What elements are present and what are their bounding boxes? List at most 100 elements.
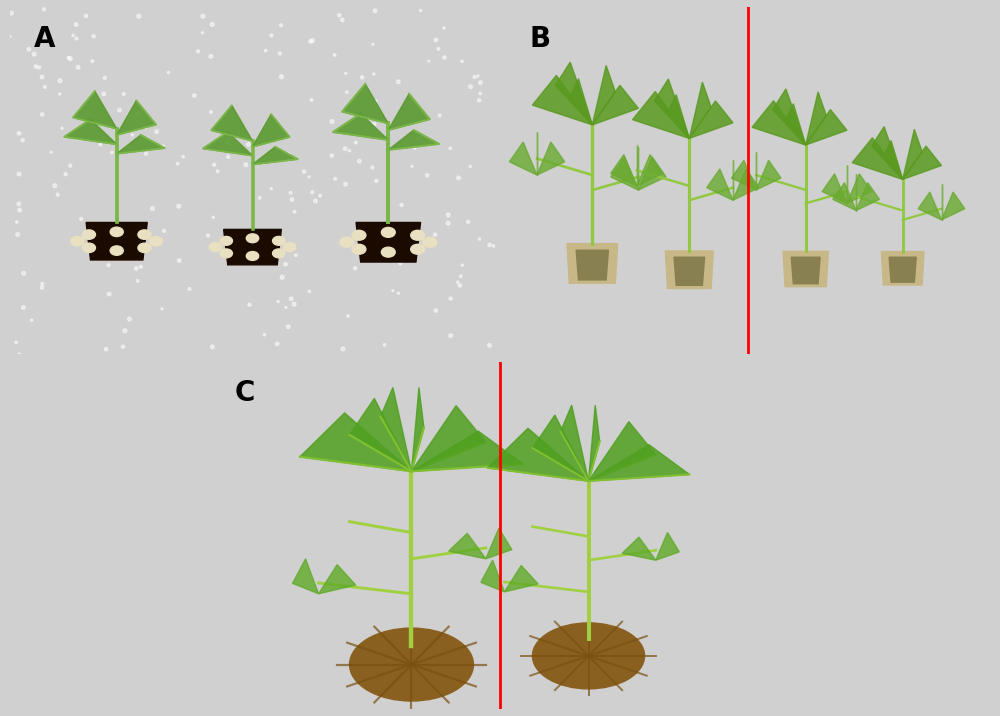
Point xyxy=(160,67,176,78)
Point xyxy=(116,88,132,100)
Point xyxy=(443,293,459,304)
Point xyxy=(470,70,486,82)
Polygon shape xyxy=(388,130,439,150)
Polygon shape xyxy=(412,406,486,471)
Point xyxy=(432,110,448,121)
Point xyxy=(385,285,401,296)
Point xyxy=(96,88,112,100)
Point xyxy=(283,293,299,304)
Point xyxy=(363,221,379,233)
Polygon shape xyxy=(350,398,412,471)
Point xyxy=(69,33,85,44)
Point xyxy=(26,49,42,60)
Point xyxy=(263,183,279,195)
Point xyxy=(286,299,302,310)
Polygon shape xyxy=(576,251,608,280)
Point xyxy=(453,271,469,282)
Point xyxy=(304,187,320,198)
Point xyxy=(34,281,50,293)
Point xyxy=(86,31,102,42)
Point xyxy=(421,55,437,67)
Point xyxy=(334,14,350,26)
Point xyxy=(452,280,468,291)
Circle shape xyxy=(273,249,285,258)
Circle shape xyxy=(283,243,296,251)
Point xyxy=(394,199,410,211)
Polygon shape xyxy=(588,405,600,481)
Point xyxy=(186,90,202,101)
Circle shape xyxy=(138,243,151,253)
Point xyxy=(2,31,18,42)
Point xyxy=(280,149,296,160)
Point xyxy=(28,61,44,72)
Polygon shape xyxy=(852,137,903,180)
Point xyxy=(154,303,170,314)
Polygon shape xyxy=(211,105,252,141)
Point xyxy=(65,29,81,41)
Point xyxy=(454,259,470,271)
Polygon shape xyxy=(889,257,916,282)
Polygon shape xyxy=(252,115,290,147)
Point xyxy=(273,19,289,31)
Point xyxy=(8,337,24,348)
Point xyxy=(338,67,354,79)
Point xyxy=(324,116,340,127)
Point xyxy=(269,338,285,349)
Point xyxy=(270,296,286,307)
Text: B: B xyxy=(529,24,550,52)
Point xyxy=(460,216,476,228)
Point xyxy=(118,244,134,256)
Point xyxy=(69,238,85,250)
Polygon shape xyxy=(689,82,711,138)
Point xyxy=(70,62,86,73)
Point xyxy=(105,218,121,229)
Point xyxy=(393,236,409,248)
Point xyxy=(258,45,274,57)
Point xyxy=(428,34,444,46)
Circle shape xyxy=(110,246,123,256)
Point xyxy=(34,72,50,83)
Point xyxy=(454,56,470,67)
Point xyxy=(240,139,256,150)
Point xyxy=(340,310,356,321)
Point xyxy=(304,35,320,47)
Point xyxy=(98,344,114,355)
Point xyxy=(278,301,294,313)
Polygon shape xyxy=(412,387,424,471)
Circle shape xyxy=(381,247,395,257)
Polygon shape xyxy=(637,155,663,186)
Point xyxy=(428,305,444,316)
Point xyxy=(47,180,63,191)
Point xyxy=(195,11,211,22)
Circle shape xyxy=(71,236,84,246)
Point xyxy=(288,249,304,261)
Polygon shape xyxy=(381,387,412,471)
Point xyxy=(52,88,68,100)
Point xyxy=(9,216,25,228)
Polygon shape xyxy=(504,566,538,592)
Polygon shape xyxy=(622,537,656,560)
Point xyxy=(21,44,37,55)
Polygon shape xyxy=(488,428,588,481)
Point xyxy=(104,147,120,158)
Point xyxy=(365,39,381,50)
Polygon shape xyxy=(942,192,965,220)
Point xyxy=(15,135,31,146)
Point xyxy=(54,122,70,134)
Point xyxy=(359,246,375,257)
Point xyxy=(462,161,478,173)
Point xyxy=(155,140,171,152)
Point xyxy=(111,105,127,116)
Point xyxy=(347,263,363,274)
Point xyxy=(252,192,268,203)
Polygon shape xyxy=(773,89,806,145)
Polygon shape xyxy=(806,110,847,145)
Point xyxy=(364,162,380,173)
Polygon shape xyxy=(333,114,388,140)
Point xyxy=(341,145,357,156)
Circle shape xyxy=(532,623,645,689)
Polygon shape xyxy=(342,84,388,123)
Point xyxy=(219,136,235,147)
Point xyxy=(220,151,236,163)
Point xyxy=(301,171,317,183)
